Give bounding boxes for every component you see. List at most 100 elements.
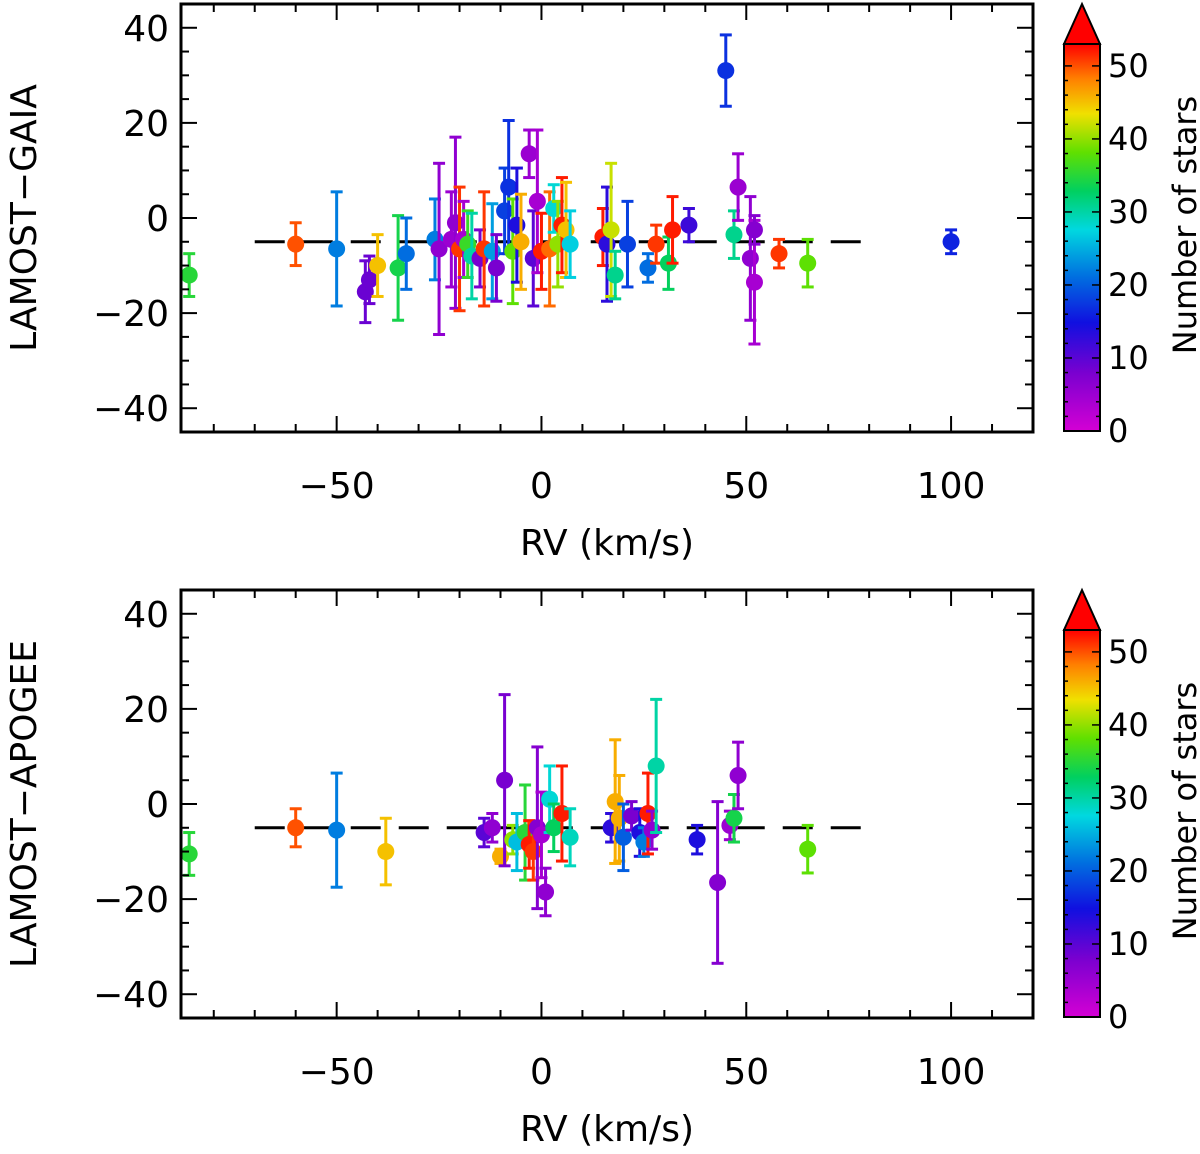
data-point [664,221,682,239]
data-point [688,831,706,849]
data-point-group [639,252,657,284]
colorbar-tick-label: 30 [1108,779,1149,817]
data-point-group [500,119,518,256]
data-point [680,216,698,234]
data-point [520,145,538,163]
data-point-group [561,209,579,279]
x-axis-label: RV (km/s) [520,523,694,564]
data-point [287,235,305,253]
data-point [799,840,817,858]
data-point [492,847,509,865]
data-point [709,873,727,891]
colorbar-tick-label: 10 [1108,925,1149,963]
data-point [770,245,788,263]
data-point [729,178,747,196]
axis-ticks: −50 0 50 100 −40 −20 0 20 40 [93,589,1034,1093]
x-tick-label: −50 [299,1052,375,1093]
x-tick-label: 50 [723,1052,769,1093]
data-point-group [725,209,743,260]
plot-area [180,693,874,965]
data-point-group [647,697,665,835]
x-tick-label: −50 [299,466,375,507]
data-point-group [680,206,698,244]
data-point [360,271,378,289]
colorbar-extend-arrow [1062,1,1102,45]
data-point [717,62,735,80]
y-tick-label: 20 [123,690,169,731]
colorbar-label: Number of stars [1166,682,1200,940]
data-point-group [799,237,817,289]
data-point-group [942,228,960,256]
x-tick-label: 50 [723,466,769,507]
data-point-group [369,233,387,298]
colorbar: 0 10 20 30 40 50 Number of stars [1062,1,1200,450]
data-point-group [377,816,395,887]
y-tick-label: −40 [93,975,169,1016]
data-point [606,266,624,284]
data-point [942,233,960,251]
data-point-group [717,33,735,108]
data-point-group [180,252,198,298]
colorbar-extend-arrow [1062,587,1102,631]
data-point-group [770,237,788,270]
data-point [180,845,198,863]
data-point-group [537,866,555,918]
x-tick-label: 100 [917,1052,986,1093]
data-point-group [397,216,415,291]
data-point-group [553,764,571,863]
y-tick-label: 40 [123,9,169,50]
y-axis-label: LAMOST−GAIA [4,84,45,352]
data-point [623,807,641,825]
data-point [389,259,407,277]
x-axis-label: RV (km/s) [520,1109,694,1150]
data-point-group [328,771,346,889]
data-point [496,202,514,220]
data-point-group [496,693,514,868]
data-point-group [799,823,817,875]
data-point [377,843,395,861]
data-point [545,819,563,837]
data-point-group [287,807,305,849]
data-point [745,221,763,239]
data-point-group [725,792,743,844]
data-point-group [287,221,305,268]
data-point [328,240,346,258]
data-point-group [389,214,407,322]
data-point-group [618,199,636,289]
colorbar-tick-label: 40 [1108,706,1149,744]
colorbar-gradient-bar [1063,629,1101,1018]
colorbar-ticks: 0 10 20 30 40 50 [1064,47,1149,450]
data-point [369,257,387,275]
data-point [741,249,759,267]
data-point [180,266,198,284]
data-point [496,771,514,789]
data-point [729,766,747,784]
data-point [602,221,620,239]
data-point-group [471,228,489,289]
data-point-group [688,823,706,856]
data-point [561,235,579,253]
data-point-group [606,249,624,301]
x-tick-label: 0 [530,1052,553,1093]
data-point [643,821,661,839]
colorbar-tick-label: 20 [1108,852,1149,890]
data-point [647,235,665,253]
data-point [537,883,555,901]
colorbar-ticks: 0 10 20 30 40 50 [1064,633,1149,1036]
data-point [725,809,743,827]
data-point-group [483,202,501,301]
data-point-group [520,128,538,180]
data-point-group [598,185,616,303]
data-point-group [729,740,747,811]
data-point [483,242,501,260]
y-tick-label: 0 [146,785,169,826]
data-point [500,178,518,196]
y-tick-label: 40 [123,595,169,636]
data-point [487,259,505,277]
data-point-group [664,195,682,265]
data-point [614,828,632,846]
data-point [639,805,657,823]
colorbar-tick-label: 0 [1108,412,1128,450]
data-point [508,216,526,234]
